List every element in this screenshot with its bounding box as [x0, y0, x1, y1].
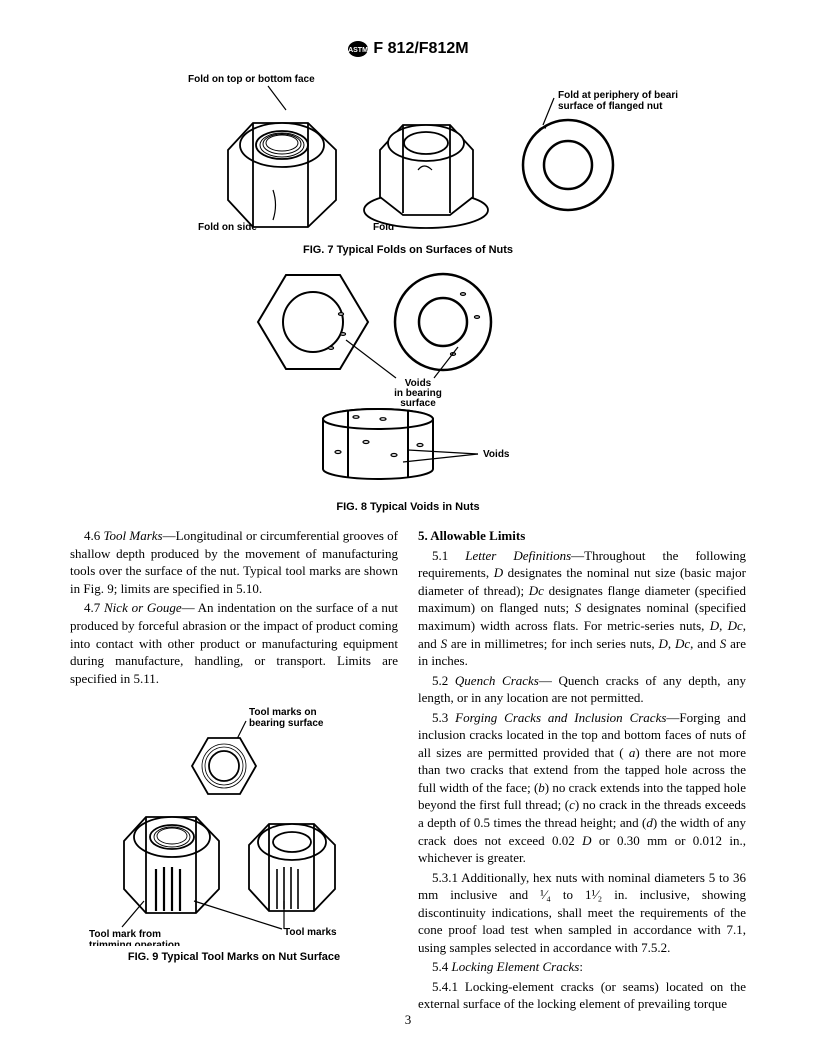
fig8-label-voids: Voids: [483, 449, 510, 460]
fig7-label-side: Fold on side: [198, 222, 257, 233]
para-5.4.1: 5.4.1 Locking-element cracks (or seams) …: [418, 978, 746, 1013]
para-5.4: 5.4 Locking Element Cracks:: [418, 958, 746, 976]
para-5.3: 5.3 Forging Cracks and Inclusion Cracks—…: [418, 709, 746, 867]
page-header: ASTM F 812/F812M: [70, 40, 746, 58]
fig7-label-periphery: Fold at periphery of bearingsurface of f…: [558, 90, 678, 112]
fig9-caption: FIG. 9 Typical Tool Marks on Nut Surface: [70, 950, 398, 965]
figure-9: Tool marks onbearing surface: [70, 701, 398, 965]
para-4.7: 4.7 Nick or Gouge— An indentation on the…: [70, 599, 398, 687]
fig7-caption: FIG. 7 Typical Folds on Surfaces of Nuts: [70, 244, 746, 256]
section-5-head: 5. Allowable Limits: [418, 527, 746, 545]
page-number: 3: [0, 1012, 816, 1028]
fig8-label-bearing: Voidsin bearingsurface: [394, 378, 442, 409]
left-column: 4.6 Tool Marks—Longitudinal or circumfer…: [70, 527, 398, 1015]
fig9-label-right: Tool marks: [284, 927, 337, 938]
fig9-label-left: Tool mark fromtrimming operation: [89, 929, 180, 946]
svg-text:ASTM: ASTM: [349, 47, 369, 54]
fig9-label-top: Tool marks onbearing surface: [249, 707, 324, 729]
para-5.3.1: 5.3.1 Additionally, hex nuts with nomina…: [418, 869, 746, 957]
fig7-label-topbottom: Fold on top or bottom face: [188, 74, 315, 85]
astm-logo: ASTM: [347, 40, 369, 58]
header-title: F 812/F812M: [373, 40, 468, 57]
para-5.1: 5.1 Letter Definitions—Throughout the fo…: [418, 547, 746, 670]
body-columns: 4.6 Tool Marks—Longitudinal or circumfer…: [70, 527, 746, 1015]
figure-8: Voidsin bearingsurface Voids FIG. 8 Typi…: [70, 262, 746, 513]
right-column: 5. Allowable Limits 5.1 Letter Definitio…: [418, 527, 746, 1015]
fig8-caption: FIG. 8 Typical Voids in Nuts: [70, 501, 746, 513]
figure-7: Fold on top or bottom face Fold on side …: [70, 70, 746, 256]
para-4.6: 4.6 Tool Marks—Longitudinal or circumfer…: [70, 527, 398, 597]
para-5.2: 5.2 Quench Cracks— Quench cracks of any …: [418, 672, 746, 707]
